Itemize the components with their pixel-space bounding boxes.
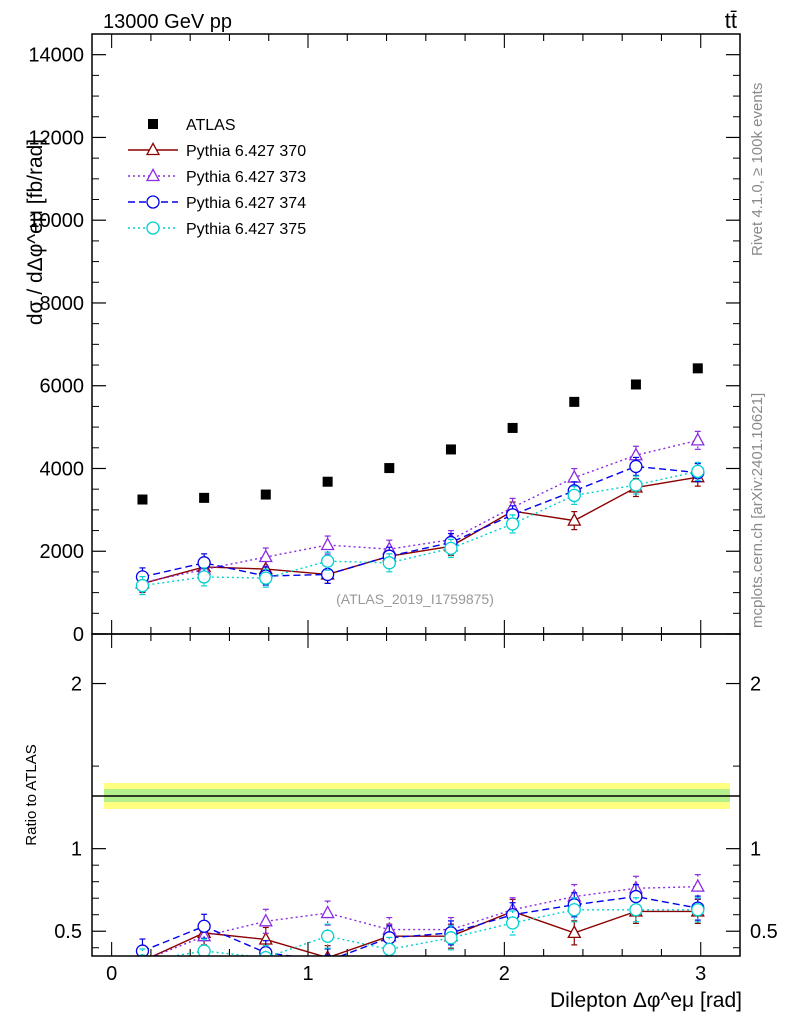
- main-panel: 0 2000 4000 6000 8000 10000 12000 14000 dσ / dΔ…: [24, 33, 741, 646]
- series-point: [259, 571, 273, 585]
- ratio-ytick-label: 2: [71, 674, 82, 696]
- ratio-line: [142, 895, 698, 956]
- atlas-point: [384, 463, 395, 474]
- ratio-point: [382, 942, 396, 956]
- ratio-xtick-label: 3: [695, 963, 706, 985]
- series-point: [135, 578, 150, 593]
- ratio-point: [258, 913, 273, 927]
- series-point: [629, 459, 643, 474]
- main-ytick-labels: 0 2000 4000 6000 8000 10000 12000 14000: [28, 45, 84, 646]
- main-axis-ticks: [92, 34, 741, 635]
- main-ytick-label: 8000: [40, 293, 85, 315]
- ratio-data-series: [135, 874, 705, 956]
- main-ytick-label: 4000: [40, 458, 85, 480]
- series-line: [142, 470, 698, 587]
- series-line: [142, 476, 698, 585]
- atlas-point: [445, 444, 456, 455]
- series-line: [142, 465, 698, 578]
- ratio-point: [197, 944, 211, 956]
- legend-label: Pythia 6.427 370: [186, 143, 306, 160]
- ratio-xtick-label: 1: [302, 963, 313, 985]
- main-ylabel: dσ / dΔφ^eμ [fb/rad]: [24, 139, 47, 325]
- ratio-point: [197, 919, 211, 933]
- series-point: [197, 556, 211, 570]
- ratio-ytick-label-right: 1: [750, 839, 761, 861]
- ratio-xtick-labels: 0 1 2 3: [106, 963, 706, 985]
- ratio-point: [567, 903, 581, 917]
- mcplots-label: mcplots.cern.ch [arXiv:2401.10621]: [749, 393, 766, 628]
- atlas-point: [507, 422, 518, 433]
- main-ytick-label: 12000: [28, 127, 84, 149]
- series-point: [197, 570, 211, 584]
- series-point: [505, 517, 520, 531]
- rivet-version-label: Rivet 4.1.0, ≥ 100k events: [749, 83, 766, 256]
- series-point: [691, 464, 705, 479]
- series-point: [444, 541, 458, 555]
- ratio-point: [567, 924, 582, 939]
- series-point: [382, 556, 396, 570]
- legend-marker: [146, 195, 160, 209]
- ratio-line: [151, 910, 698, 956]
- ratio-xtick-label: 2: [499, 963, 510, 985]
- ratio-point: [629, 903, 643, 917]
- ratio-line: [152, 885, 698, 956]
- ratio-point: [629, 889, 643, 904]
- atlas-point: [630, 379, 641, 390]
- ratio-point: [505, 916, 520, 930]
- ratio-point: [320, 905, 335, 919]
- legend-label: Pythia 6.427 375: [186, 221, 306, 238]
- ratio-point: [690, 878, 705, 892]
- ratio-point: [320, 929, 335, 943]
- atlas-point: [569, 396, 580, 407]
- series-point: [629, 478, 643, 492]
- series-point: [567, 488, 581, 503]
- main-ytick-label: 2000: [40, 541, 85, 563]
- legend-marker: [145, 168, 161, 182]
- main-data-series: [135, 363, 705, 596]
- main-ytick-label: 14000: [28, 45, 84, 67]
- series-point: [320, 537, 335, 551]
- atlas-point: [137, 494, 148, 505]
- ratio-ytick-label: 1: [71, 839, 82, 861]
- ratio-ytick-label: 0.5: [54, 921, 82, 943]
- series-line: [142, 439, 698, 584]
- legend-marker: [145, 142, 161, 156]
- energy-label: 13000 GeV pp: [103, 11, 232, 33]
- ratio-xtick-label: 0: [106, 963, 117, 985]
- series-point: [320, 554, 335, 568]
- atlas-point: [322, 476, 333, 487]
- process-label: tt̄: [725, 8, 737, 33]
- ratio-axis-ticks: [92, 634, 741, 956]
- ratio-ytick-labels: 0.5 0.5 1 1 2 2: [54, 674, 778, 944]
- ratio-ytick-label-right: 2: [750, 674, 761, 696]
- ratio-frame: [91, 633, 741, 957]
- legend-label: Pythia 6.427 374: [186, 195, 306, 212]
- legend: ATLAS Pythia 6.427 370 Pythia 6.427 373 Pyt…: [128, 117, 306, 238]
- ratio-panel: 0.5 0.5 1 1 2 2 0 1 2 3 Ratio to ATLAS Dilepton …: [23, 633, 778, 1012]
- watermark: (ATLAS_2019_I1759875): [336, 591, 494, 607]
- ratio-ylabel: Ratio to ATLAS: [23, 744, 40, 845]
- legend-marker: [148, 119, 158, 129]
- legend-label: Pythia 6.427 373: [186, 169, 306, 186]
- series-point: [258, 549, 273, 563]
- series-point: [690, 432, 705, 446]
- atlas-point: [692, 363, 703, 374]
- ratio-point: [323, 954, 333, 956]
- ratio-point: [259, 951, 273, 956]
- ratio-point: [691, 903, 705, 917]
- main-ytick-label: 6000: [40, 376, 85, 398]
- atlas-point: [260, 489, 271, 500]
- ratio-ytick-label-right: 0.5: [750, 921, 778, 943]
- main-ytick-label: 10000: [28, 210, 84, 232]
- atlas-point: [199, 492, 210, 503]
- legend-label: ATLAS: [186, 117, 236, 134]
- ratio-xlabel: Dilepton Δφ^eμ [rad]: [550, 989, 742, 1012]
- legend-marker: [146, 221, 160, 235]
- ratio-point: [138, 954, 147, 956]
- main-ytick-label: 0: [73, 624, 84, 646]
- ratio-point: [444, 931, 458, 945]
- series-point: [567, 512, 582, 526]
